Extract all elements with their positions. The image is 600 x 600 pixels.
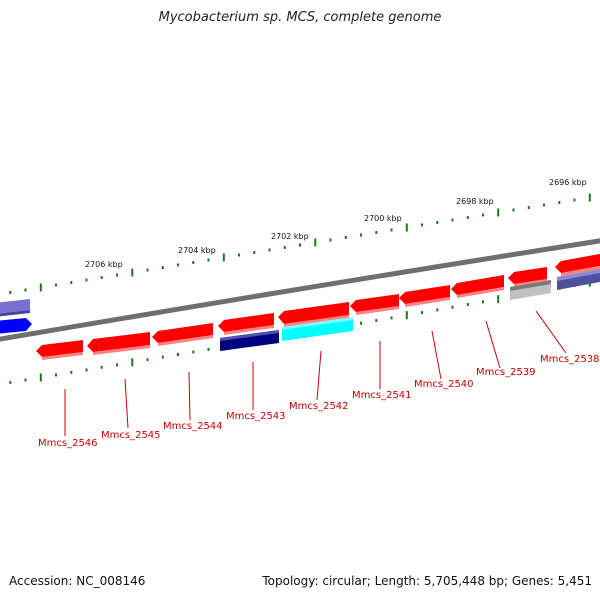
gene-label-2540[interactable]: Mmcs_2540	[414, 379, 474, 390]
kbp-label-2698: 2698 kbp	[456, 197, 494, 206]
kbp-label-2702: 2702 kbp	[271, 232, 309, 241]
gene-label-2539[interactable]: Mmcs_2539	[476, 367, 536, 378]
gene-label-2546[interactable]: Mmcs_2546	[38, 438, 98, 449]
map-title: Mycobacterium sp. MCS, complete genome	[158, 10, 442, 25]
gene-label-2544[interactable]: Mmcs_2544	[163, 421, 223, 432]
gene-mmcs-2539[interactable]	[451, 275, 504, 298]
gene-label-2545[interactable]: Mmcs_2545	[101, 430, 161, 441]
gene-mmcs-2542-lower[interactable]	[282, 317, 353, 341]
gene-mmcs-2544[interactable]	[152, 323, 213, 346]
gene-label-2543[interactable]: Mmcs_2543	[226, 411, 286, 422]
gene-label-2538[interactable]: Mmcs_2538	[540, 354, 600, 365]
gene-mmcs-2543-lower[interactable]	[220, 330, 279, 351]
gene-mmcs-2545[interactable]	[87, 332, 150, 355]
gene-mmcs-2538-lower[interactable]	[510, 280, 551, 300]
accession-text: Accession: NC_008146	[9, 574, 146, 588]
gene-label-2541[interactable]: Mmcs_2541	[352, 390, 412, 401]
kbp-label-2706: 2706 kbp	[85, 260, 123, 269]
kbp-label-2700: 2700 kbp	[364, 214, 402, 223]
gene-right-red[interactable]	[555, 253, 600, 276]
kbp-label-2704: 2704 kbp	[178, 246, 216, 255]
gene-mmcs-2543-upper[interactable]	[218, 313, 274, 335]
gene-mmcs-2540[interactable]	[399, 285, 450, 307]
gene-mmcs-2542-upper[interactable]	[278, 302, 349, 327]
label-leaders	[64, 310, 567, 436]
genome-backbone	[0, 238, 600, 342]
gene-mmcs-2541[interactable]	[350, 294, 399, 315]
gene-right-slate[interactable]	[557, 268, 600, 290]
gene-left-slate[interactable]	[0, 299, 30, 317]
gene-left-blue[interactable]	[0, 318, 32, 334]
gene-mmcs-2546[interactable]	[36, 340, 83, 360]
upper-tick-track	[9, 193, 591, 294]
kbp-label-2696: 2696 kbp	[549, 178, 587, 187]
gene-label-2542[interactable]: Mmcs_2542	[289, 401, 349, 412]
genome-summary-text: Topology: circular; Length: 5,705,448 bp…	[262, 574, 592, 588]
